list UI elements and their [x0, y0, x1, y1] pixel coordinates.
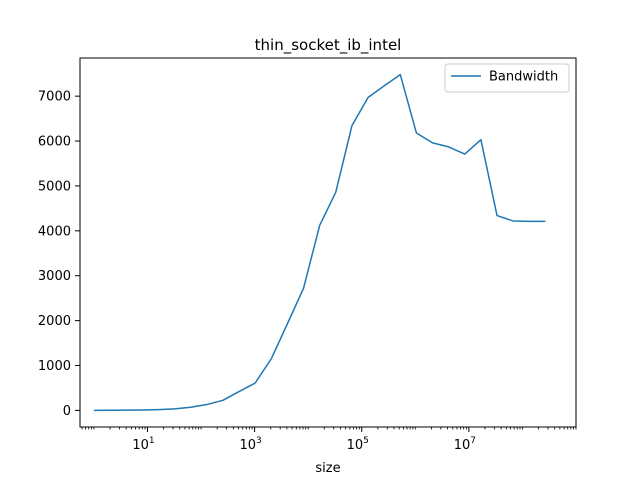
y-tick-label-4: 4000	[38, 224, 71, 239]
y-tick-label-2: 2000	[38, 314, 71, 329]
y-tick-label-3: 3000	[38, 269, 71, 284]
x-axis: 101 103 105 107	[81, 427, 577, 453]
y-tick-label-5: 5000	[38, 179, 71, 194]
y-tick-label-0: 0	[63, 404, 71, 419]
x-tick-label-2: 105	[347, 436, 369, 453]
y-tick-label-6: 6000	[38, 135, 71, 150]
y-tick-label-7: 7000	[38, 90, 71, 105]
y-tick-label-1: 1000	[38, 359, 71, 374]
x-tick-label-0: 101	[132, 436, 154, 453]
plot-frame	[79, 57, 577, 428]
legend-label-bandwidth: Bandwidth	[489, 70, 558, 85]
series-line-bandwidth	[93, 73, 546, 412]
x-tick-label-1: 103	[239, 436, 261, 453]
legend-box	[444, 63, 570, 93]
chart-title: thin_socket_ib_intel	[255, 36, 402, 55]
plot-area	[93, 73, 546, 412]
legend: Bandwidth	[444, 63, 570, 93]
x-axis-title: size	[315, 461, 340, 476]
x-tick-label-3: 107	[454, 436, 476, 453]
y-axis: 0 1000 2000 3000 4000 5000 6000 7000	[38, 90, 80, 419]
